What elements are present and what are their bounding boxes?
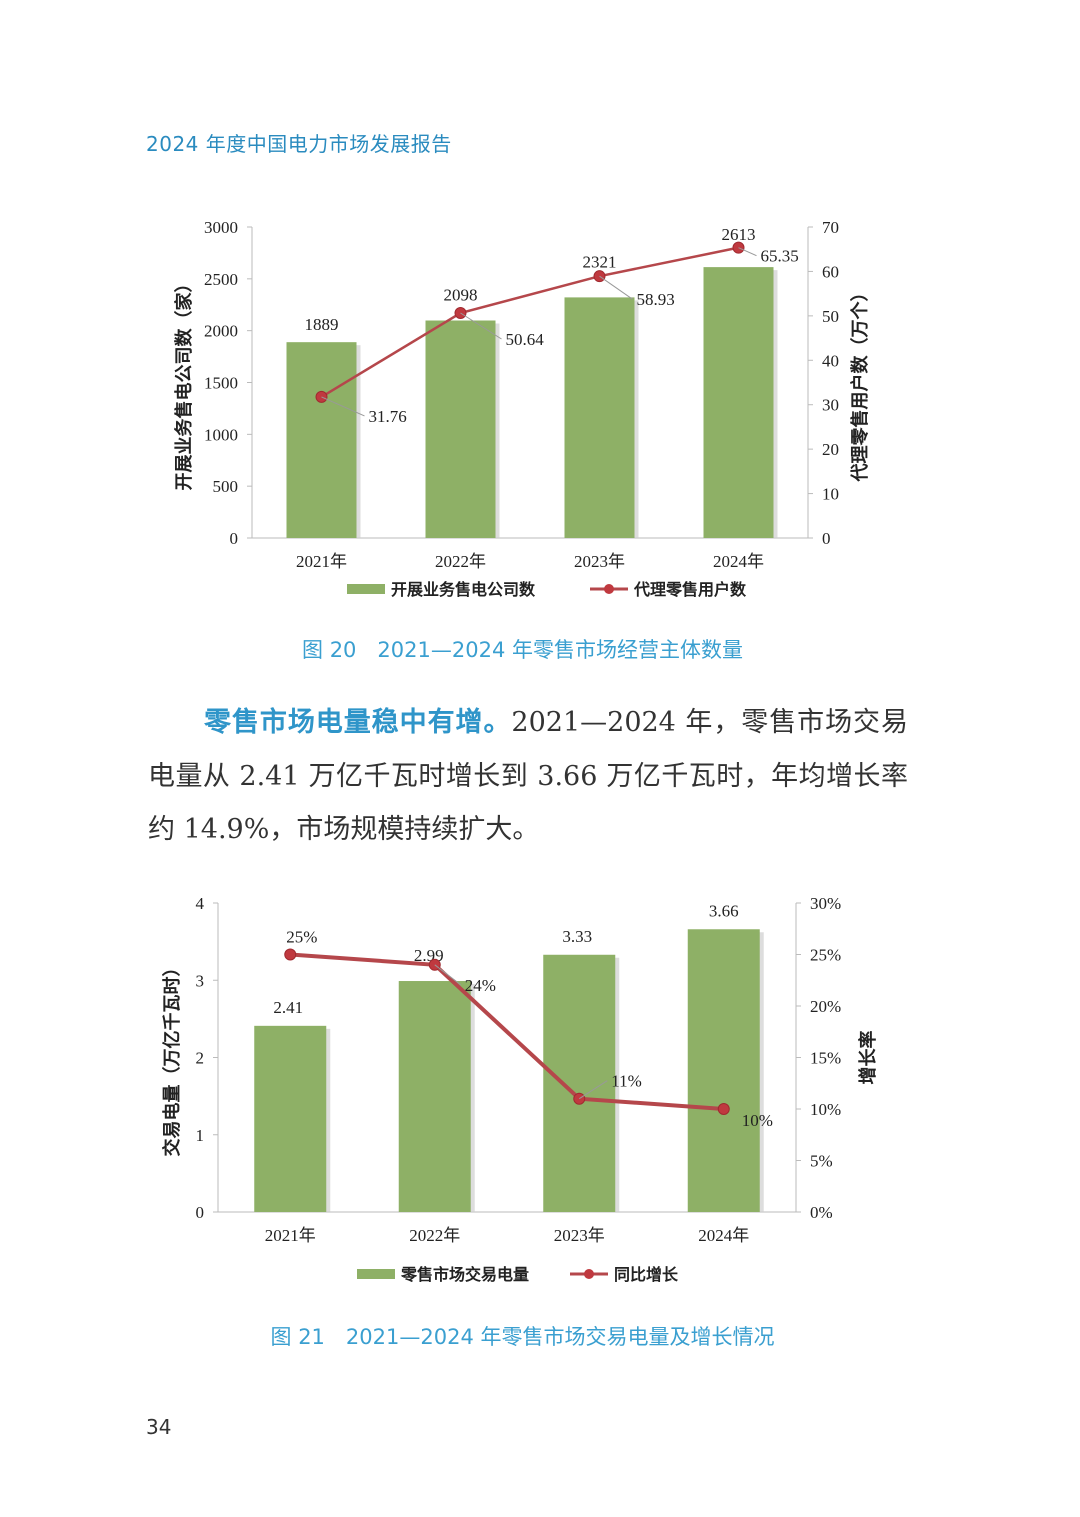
x-tick-label: 2022年 xyxy=(435,552,486,571)
right-tick-label: 20 xyxy=(822,440,839,459)
bar xyxy=(703,267,774,538)
leader-line xyxy=(321,396,365,417)
left-tick-label: 3000 xyxy=(204,218,238,237)
right-tick-label: 60 xyxy=(822,262,839,281)
bar-value-label: 2613 xyxy=(722,225,756,244)
line-series xyxy=(320,246,739,398)
leader-line xyxy=(738,247,757,257)
left-tick-label: 2000 xyxy=(204,322,238,341)
left-tick-label: 0 xyxy=(196,1203,205,1222)
left-tick-label: 4 xyxy=(196,894,205,913)
legend-line-label: 代理零售用户数 xyxy=(633,580,747,599)
leader-line xyxy=(599,275,633,300)
bar-value-label: 2321 xyxy=(583,252,617,271)
line-value-label: 24% xyxy=(465,976,496,995)
left-tick-label: 1000 xyxy=(204,425,238,444)
right-tick-label: 10% xyxy=(810,1100,841,1119)
left-tick-label: 1 xyxy=(196,1126,205,1145)
x-tick-label: 2021年 xyxy=(296,552,347,571)
bar-value-label: 2.41 xyxy=(273,998,303,1017)
right-tick-label: 5% xyxy=(810,1152,833,1171)
right-tick-label: 10 xyxy=(822,485,839,504)
line-value-label: 65.35 xyxy=(761,247,799,266)
line-value-label: 31.76 xyxy=(369,407,407,426)
left-tick-label: 2500 xyxy=(204,270,238,289)
right-tick-label: 30% xyxy=(810,894,841,913)
legend-bar-swatch xyxy=(347,584,385,594)
left-tick-label: 2 xyxy=(196,1049,205,1068)
left-tick-label: 0 xyxy=(230,529,239,548)
left-tick-label: 1500 xyxy=(204,374,238,393)
line-value-label: 11% xyxy=(611,1072,642,1091)
right-tick-label: 15% xyxy=(810,1049,841,1068)
leader-line xyxy=(460,312,502,340)
bar xyxy=(543,954,616,1212)
right-tick-label: 50 xyxy=(822,307,839,326)
bar xyxy=(286,342,357,538)
line-value-label: 10% xyxy=(742,1111,773,1130)
x-tick-label: 2024年 xyxy=(713,552,764,571)
bar-value-label: 3.66 xyxy=(709,901,739,920)
body-paragraph: 零售市场电量稳中有增。2021—2024 年，零售市场交易电量从 2.41 万亿… xyxy=(148,696,908,857)
x-tick-label: 2023年 xyxy=(574,552,625,571)
bar-value-label: 2098 xyxy=(444,286,478,305)
leader-line xyxy=(578,1080,608,1100)
figure-20-caption: 图 20 2021—2024 年零售市场经营主体数量 xyxy=(302,638,743,662)
bar xyxy=(564,297,635,538)
line-value-label: 50.64 xyxy=(506,330,545,349)
legend-line-marker xyxy=(584,1269,594,1279)
x-tick-label: 2024年 xyxy=(698,1226,749,1245)
right-tick-label: 30 xyxy=(822,396,839,415)
right-tick-label: 0 xyxy=(822,529,831,548)
left-axis-title: 交易电量（万亿千瓦时） xyxy=(161,959,183,1157)
bar xyxy=(398,981,471,1212)
right-axis-title: 增长率 xyxy=(857,1031,879,1085)
figure-21-caption: 图 21 2021—2024 年零售市场交易电量及增长情况 xyxy=(270,1325,775,1349)
legend-bar-label: 开展业务售电公司数 xyxy=(391,580,536,599)
right-tick-label: 70 xyxy=(822,218,839,237)
line-marker xyxy=(717,1103,730,1115)
x-tick-label: 2022年 xyxy=(409,1226,460,1245)
legend-line-marker xyxy=(604,584,614,594)
right-tick-label: 0% xyxy=(810,1203,833,1222)
report-header: 2024 年度中国电力市场发展报告 xyxy=(146,132,452,156)
page-number: 34 xyxy=(146,1415,172,1439)
line-value-label: 58.93 xyxy=(637,290,675,309)
chart-retail-volume: 0 1 2 3 4 0% 5% 10% 15% 20% 25% 30% 交易电量（万亿千瓦时） 增长率 2.… xyxy=(161,894,879,1284)
x-tick-label: 2023年 xyxy=(554,1226,605,1245)
line-series xyxy=(290,952,724,1111)
bar xyxy=(254,1025,327,1212)
left-tick-label: 500 xyxy=(213,477,239,496)
bar xyxy=(425,320,496,538)
left-axis-title: 开展业务售电公司数（家） xyxy=(173,275,195,491)
chart-retail-entities: 0 500 1000 1500 2000 2500 3000 0 10 20 30 40 50 60 70 开… xyxy=(173,218,871,599)
line-marker xyxy=(284,948,297,961)
bar-value-label: 1889 xyxy=(305,315,339,334)
legend-bar-label: 零售市场交易电量 xyxy=(400,1265,529,1284)
right-tick-label: 25% xyxy=(810,946,841,965)
x-tick-label: 2021年 xyxy=(265,1226,316,1245)
right-tick-label: 20% xyxy=(810,997,841,1016)
leader-line xyxy=(434,964,462,986)
bar-value-label: 3.33 xyxy=(562,927,592,946)
line-value-label: 25% xyxy=(286,928,317,947)
legend-line-label: 同比增长 xyxy=(614,1265,679,1284)
paragraph-body: 2021—2024 年，零售市场交易电量从 2.41 万亿千瓦时增长到 3.66… xyxy=(148,707,909,845)
right-tick-label: 40 xyxy=(822,351,839,370)
left-tick-label: 3 xyxy=(196,971,205,990)
bar xyxy=(687,929,760,1212)
legend-bar-swatch xyxy=(357,1269,395,1279)
paragraph-lead: 零售市场电量稳中有增。 xyxy=(204,707,512,738)
right-axis-title: 代理零售用户数（万个） xyxy=(849,284,871,483)
